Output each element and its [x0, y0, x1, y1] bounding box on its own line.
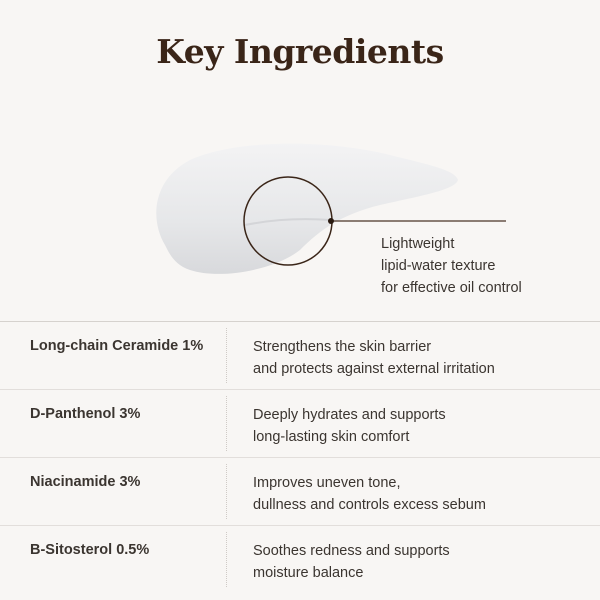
- description-line: Strengthens the skin barrier: [253, 339, 432, 355]
- callout-line-2: lipid-water texture: [381, 258, 496, 274]
- description-line: dullness and controls excess sebum: [253, 497, 486, 513]
- ingredient-name: Long-chain Ceramide 1%: [30, 338, 204, 354]
- table-row: B-Sitosterol 0.5% Soothes redness and su…: [0, 526, 600, 593]
- table-row: Niacinamide 3% Improves uneven tone, dul…: [0, 458, 600, 526]
- ingredient-description: Deeply hydrates and supports long-lastin…: [253, 404, 446, 448]
- column-divider: [226, 464, 227, 519]
- description-line: moisture balance: [253, 565, 364, 581]
- ingredients-table: Long-chain Ceramide 1% Strengthens the s…: [0, 321, 600, 593]
- ingredient-name: Niacinamide 3%: [30, 474, 141, 490]
- column-divider: [226, 396, 227, 451]
- description-line: Soothes redness and supports: [253, 543, 450, 559]
- callout-line-3: for effective oil control: [381, 280, 522, 296]
- ingredient-description: Strengthens the skin barrier and protect…: [253, 336, 495, 380]
- ingredient-description: Improves uneven tone, dullness and contr…: [253, 472, 486, 516]
- callout-dot: [328, 218, 334, 224]
- cream-texture-illustration: [156, 143, 506, 274]
- page-title: Key Ingredients: [156, 32, 444, 71]
- column-divider: [226, 532, 227, 587]
- cream-swatch: [156, 143, 459, 274]
- description-line: Deeply hydrates and supports: [253, 407, 446, 423]
- table-row: D-Panthenol 3% Deeply hydrates and suppo…: [0, 390, 600, 458]
- ingredient-name: D-Panthenol 3%: [30, 406, 141, 422]
- description-line: and protects against external irritation: [253, 361, 495, 377]
- ingredient-description: Soothes redness and supports moisture ba…: [253, 540, 450, 584]
- ingredient-name: B-Sitosterol 0.5%: [30, 542, 150, 558]
- column-divider: [226, 328, 227, 383]
- description-line: long-lasting skin comfort: [253, 429, 410, 445]
- texture-callout: Lightweight lipid-water texture for effe…: [381, 233, 522, 299]
- callout-line-1: Lightweight: [381, 236, 455, 252]
- table-row: Long-chain Ceramide 1% Strengthens the s…: [0, 322, 600, 390]
- description-line: Improves uneven tone,: [253, 475, 401, 491]
